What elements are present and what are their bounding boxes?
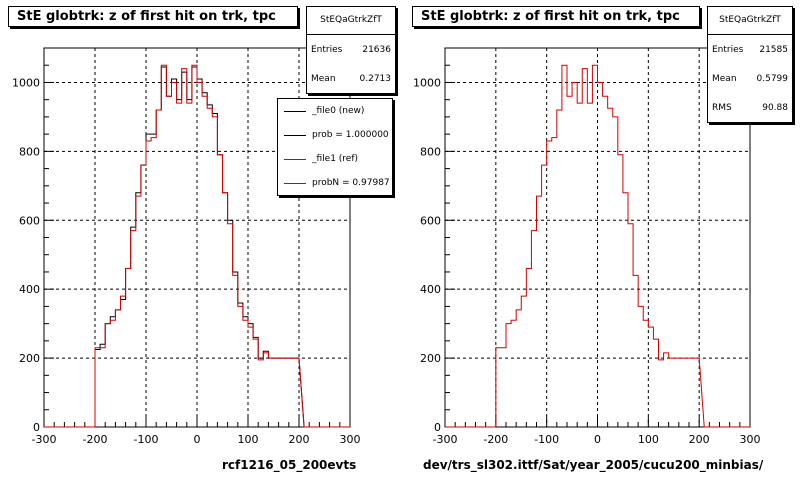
left-y-tick-label: 800 (19, 145, 40, 158)
right-plot-title: StE globtrk: z of first hit on trk, tpc (412, 6, 700, 27)
right-y-tick-label: 600 (420, 214, 441, 227)
right-stats-mean-value: 0.5799 (756, 73, 789, 84)
left-stats-box: StEQaGtrkZfT Entries 21636 Mean 0.2713 (306, 6, 396, 94)
legend-entry-probn: probN = 0.97987 (278, 171, 392, 195)
right-y-tick-label: 200 (420, 352, 441, 365)
right-series-0-line (445, 64, 750, 428)
left-x-axis-title: rcf1216_05_200evts (222, 458, 357, 472)
legend-label-probn: probN = 0.97987 (312, 178, 390, 188)
left-y-tick-label: 600 (19, 214, 40, 227)
legend-label-prob: prob = 1.000000 (312, 130, 389, 140)
right-y-tick-label: 800 (420, 145, 441, 158)
left-x-tick-label: 200 (289, 433, 310, 446)
left-stats-mean-label: Mean (311, 73, 336, 84)
left-x-tick-label: -100 (134, 433, 159, 446)
legend-swatch-file0 (284, 110, 306, 112)
right-stats-rms-value: 90.88 (762, 102, 788, 113)
right-stats-rms-label: RMS (712, 102, 732, 113)
left-x-tick-label: 0 (194, 433, 201, 446)
right-stats-name: StEQaGtrkZfT (708, 7, 792, 35)
left-x-tick-label: -200 (83, 433, 108, 446)
right-x-tick-label: -200 (483, 433, 508, 446)
legend-swatch-file1 (284, 158, 306, 160)
right-y-tick-label: 400 (420, 283, 441, 296)
right-x-axis-title: dev/trs_sl302.ittf/Sat/year_2005/cucu200… (423, 458, 764, 472)
right-x-tick-label: 300 (740, 433, 761, 446)
left-plot-title: StE globtrk: z of first hit on trk, tpc (8, 6, 298, 27)
right-y-tick-label: 0 (434, 421, 441, 434)
left-y-tick-label: 0 (33, 421, 40, 434)
legend-entry-prob: prob = 1.000000 (278, 123, 392, 147)
left-y-tick-label: 200 (19, 352, 40, 365)
left-y-tick-label: 1000 (12, 76, 40, 89)
right-x-tick-label: 200 (689, 433, 710, 446)
right-x-tick-label: -300 (433, 433, 458, 446)
legend-label-file0: _file0 (new) (312, 106, 365, 116)
left-legend: _file0 (new) prob = 1.000000 _file1 (ref… (277, 98, 393, 196)
left-x-tick-label: 300 (340, 433, 361, 446)
left-stats-mean-value: 0.2713 (359, 73, 392, 84)
left-series-1-line (44, 64, 350, 428)
left-stats-entries-value: 21636 (362, 44, 391, 55)
right-y-tick-label: 1000 (413, 76, 441, 89)
legend-entry-file0: _file0 (new) (278, 99, 392, 123)
right-stats-box: StEQaGtrkZfT Entries 21585 Mean 0.5799 RMS… (707, 6, 793, 123)
legend-swatch-probn (284, 182, 306, 184)
right-x-tick-label: -100 (534, 433, 559, 446)
right-stats-mean-label: Mean (712, 73, 737, 84)
left-stats-entries-label: Entries (311, 44, 343, 55)
left-y-tick-label: 400 (19, 283, 40, 296)
right-x-tick-label: 100 (638, 433, 659, 446)
right-x-tick-label: 0 (594, 433, 601, 446)
left-x-tick-label: -300 (32, 433, 57, 446)
right-stats-entries-value: 21585 (759, 44, 788, 55)
legend-label-file1: _file1 (ref) (312, 154, 359, 164)
right-stats-entries-label: Entries (712, 44, 744, 55)
legend-swatch-prob (284, 134, 306, 136)
left-stats-name: StEQaGtrkZfT (307, 7, 395, 35)
left-x-tick-label: 100 (238, 433, 259, 446)
legend-entry-file1: _file1 (ref) (278, 147, 392, 171)
